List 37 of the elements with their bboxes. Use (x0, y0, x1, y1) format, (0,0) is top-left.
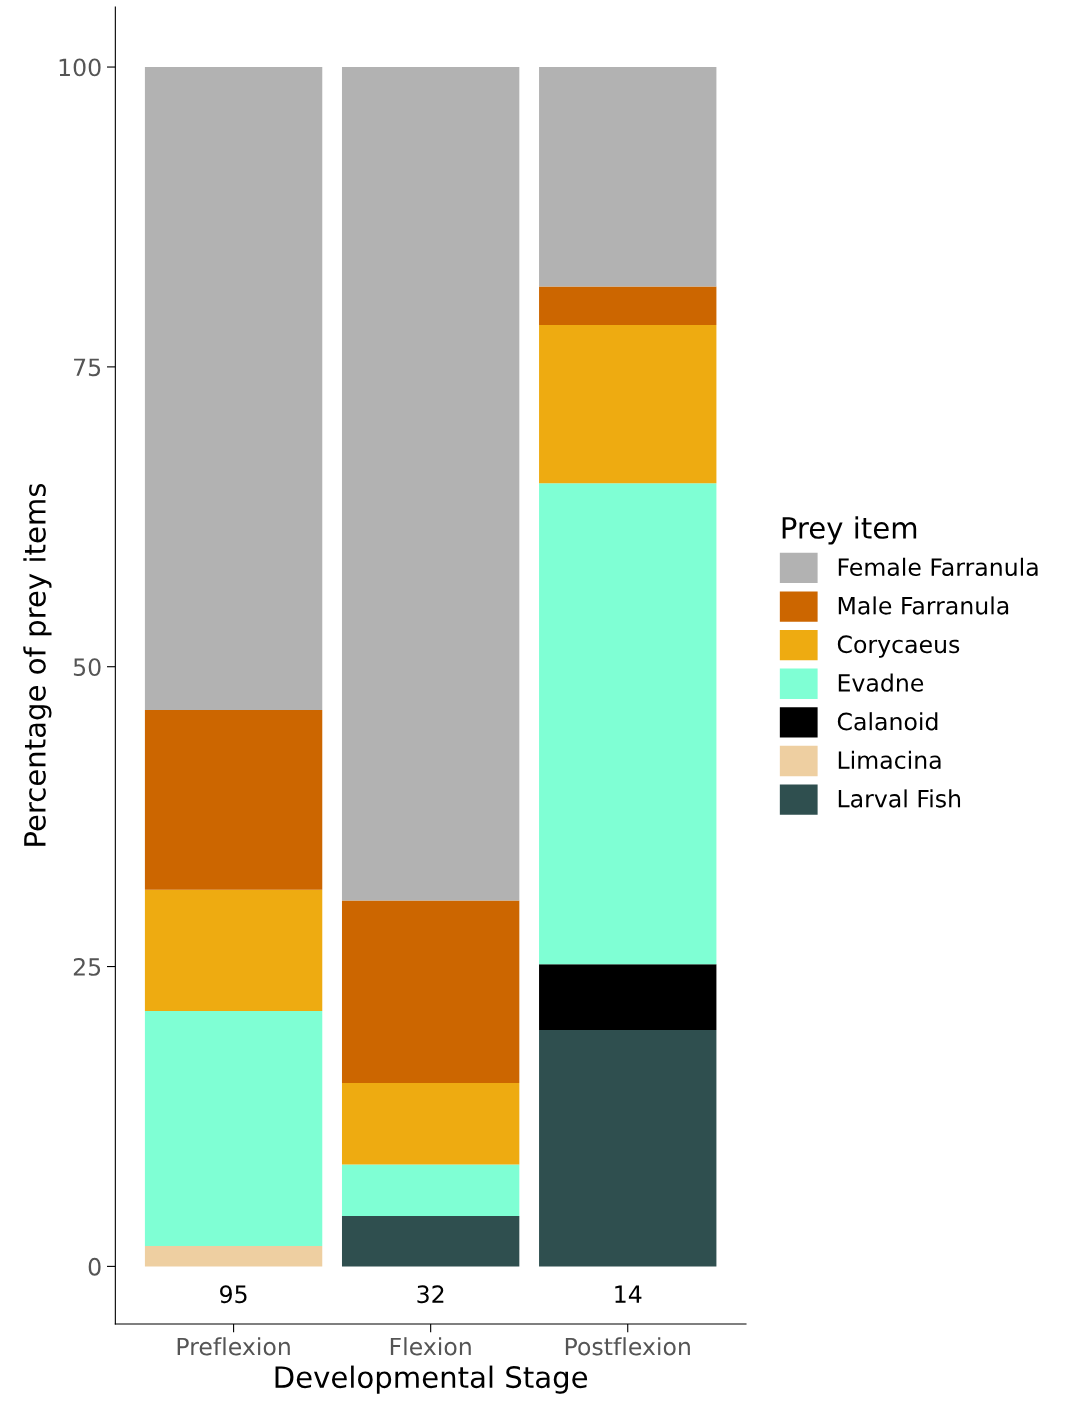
legend-label: Evadne (838, 673, 924, 692)
bar (539, 964, 717, 1031)
y-tick-label: 0 (88, 1257, 101, 1276)
y-tick-label: 100 (59, 58, 101, 77)
bar (341, 1164, 520, 1217)
x-tick-label: Postflexion (565, 1337, 690, 1356)
y-tick-label: 50 (73, 658, 101, 677)
legend-label: Larval Fish (838, 789, 961, 808)
bar (144, 889, 323, 1011)
bar (539, 1030, 717, 1267)
legend-label: Male Farranula (838, 596, 1009, 615)
bar (341, 1082, 520, 1165)
bar (341, 67, 520, 901)
legend-label: Calanoid (837, 712, 938, 731)
y-axis-title: Percentage of prey items (23, 483, 52, 846)
bar (144, 709, 323, 890)
bar (341, 900, 520, 1083)
legend-label: Limacina (838, 750, 941, 770)
bar (341, 1216, 520, 1267)
bar (539, 286, 717, 325)
bar (539, 483, 717, 965)
annotation: 95 (220, 1285, 247, 1304)
y-tick-label: 25 (73, 958, 101, 976)
bar (144, 1010, 323, 1246)
annotation: 14 (615, 1285, 642, 1303)
legend-label: Corycaeus (837, 635, 960, 658)
x-tick-label: Preflexion (177, 1337, 290, 1356)
bar (539, 324, 717, 484)
legend-label: Female Farranula (838, 557, 1038, 577)
x-axis-title: Developmental Stage (275, 1365, 588, 1394)
bar (144, 1246, 323, 1267)
bar (539, 67, 717, 287)
annotation: 32 (417, 1285, 444, 1304)
bar (144, 67, 323, 710)
legend-title: Prey item (782, 516, 917, 545)
y-tick-label: 75 (74, 358, 101, 377)
x-tick-label: Flexion (390, 1337, 471, 1356)
